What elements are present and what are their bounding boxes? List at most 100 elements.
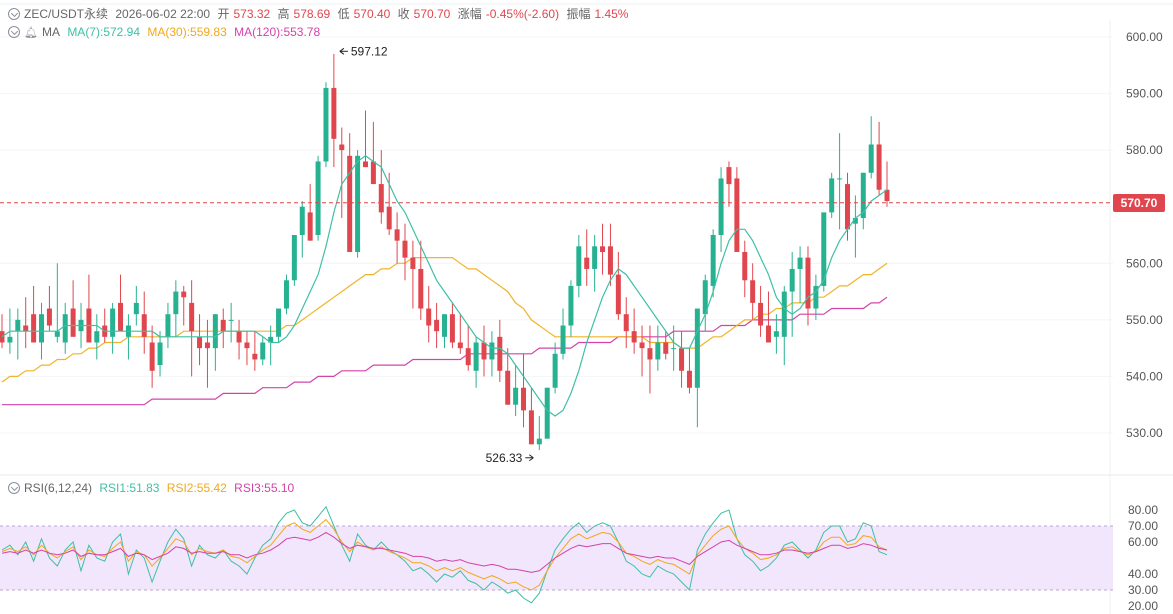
candle-body [876,144,882,190]
ma30-series [1,257,888,383]
candle-body [31,314,37,343]
ma-collapse-chevron-icon[interactable] [8,26,20,38]
candle-body [442,314,447,337]
candle-body [576,246,582,286]
bell-icon[interactable]: 🔔︎ [24,27,38,39]
candle-body [299,206,305,235]
candle-body [236,331,242,343]
candle-body [860,172,866,219]
high-label: 高 [277,7,290,21]
candle-body [39,314,45,343]
collapse-chevron-icon[interactable] [8,8,20,20]
candle-body [497,336,503,371]
candle-body [331,87,337,139]
candle-body [402,240,408,258]
candle-body [181,291,187,298]
ma120-series [2,296,888,406]
candle-body [473,342,479,371]
candle-body [584,257,590,269]
change-label: 涨幅 [457,7,482,21]
candle-body [615,274,621,315]
candle-body [600,246,606,252]
high-annotation: 597.12 [339,44,388,58]
candle-body [394,229,400,241]
rsi-tick-label: 40.00 [1128,567,1158,581]
candle-body [291,235,297,281]
rsi3-legend: RSI3:55.10 [234,481,295,495]
price-tick-label: 600.00 [1126,30,1163,44]
candle-body [220,319,226,332]
ma-label[interactable]: MA [41,25,60,39]
candle-body [679,348,685,371]
candle-body [702,280,708,315]
candle-body [852,218,858,224]
close-value: 570.70 [413,7,451,21]
candle-body [141,314,147,337]
candle-body [631,331,637,343]
candle-body [362,161,368,168]
candle-body [544,387,550,439]
high-value: 578.69 [293,7,331,21]
candle-body [15,319,21,332]
candle-body [607,246,613,275]
candle-body [426,308,432,326]
candle-body [434,319,440,332]
candle-body [276,308,282,337]
high-annotation-label: 597.12 [351,44,388,58]
ma120-legend: MA(120):553.78 [234,25,321,39]
candle-body [370,161,376,185]
rsi-series [1,505,888,604]
candle-body [655,342,661,360]
candle-body [505,370,511,405]
candle-body [686,370,692,388]
candle-body [765,325,771,343]
candle-body [813,285,819,309]
candle-body [165,314,171,337]
candle-body [197,336,203,349]
close-label: 收 [397,7,410,21]
price-tick-label: 560.00 [1126,256,1163,270]
ohlc-header: ZEC/USDT永续 2026-06-02 22:00 开 573.32 高 578… [8,6,632,22]
candle-body [829,178,835,213]
price-tick-label: 550.00 [1126,313,1163,327]
candle-body [884,189,890,202]
rsi-tick-label: 30.00 [1128,583,1158,597]
candle-body [552,353,558,388]
candle-body [734,178,740,252]
candle-body [837,178,843,180]
price-axis: 600.00590.00580.00570.00560.00550.00540.… [0,30,1163,440]
candle-body [805,257,811,309]
candle-body [773,331,779,337]
candle-body [204,342,210,349]
candle-body [386,206,392,230]
rsi-band [0,526,1113,590]
rsi-line-2 [1,518,888,591]
candle-body [378,184,384,213]
price-tick-label: 530.00 [1126,426,1163,440]
rsi2-legend: RSI2:55.42 [166,481,227,495]
candle-body [560,325,566,354]
last-price-tag: 570.70 [1113,193,1165,212]
candle-body [781,291,787,337]
ma7-line [1,155,888,417]
open-value: 573.32 [233,7,271,21]
candle-body [323,87,329,162]
rsi-collapse-chevron-icon[interactable] [8,482,20,494]
rsi1-legend: RSI1:51.83 [99,481,160,495]
candle-body [54,331,60,337]
rsi-line-3 [1,531,888,573]
candle-body [710,235,716,286]
candle-body [592,246,598,269]
candle-body [189,302,195,332]
candle-body [528,410,534,445]
ma30-line [1,257,888,383]
candle-body [726,167,732,185]
price-tick-label: 590.00 [1126,87,1163,101]
candle-body [481,342,487,360]
candle-body [789,268,795,292]
rsi-label[interactable]: RSI(6,12,24) [24,481,93,495]
candle-body [663,342,669,354]
candle-body [844,184,850,230]
symbol-label[interactable]: ZEC/USDT永续 [24,7,109,21]
